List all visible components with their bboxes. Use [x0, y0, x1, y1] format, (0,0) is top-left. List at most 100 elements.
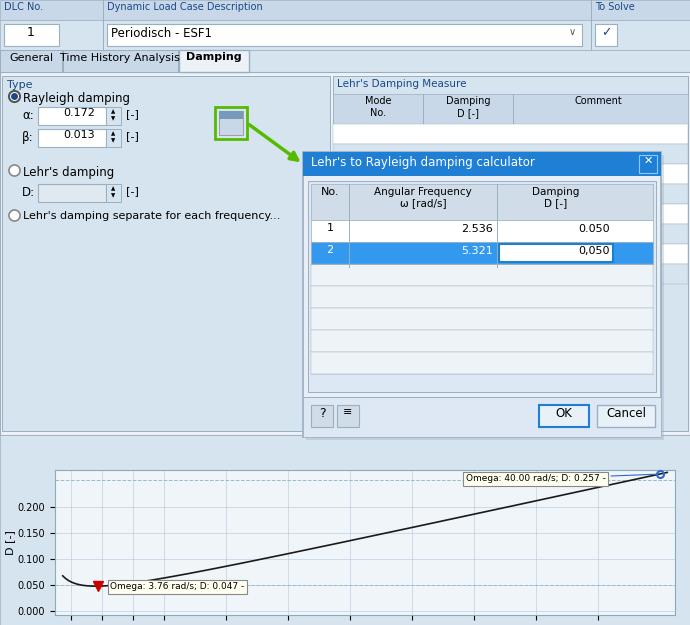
- Text: ▲: ▲: [111, 109, 115, 114]
- Bar: [0, 20, 690, 50]
- Bar: [333, 76, 688, 431]
- Text: ✓: ✓: [601, 26, 611, 39]
- Bar: [333, 184, 688, 204]
- Text: ▼: ▼: [111, 193, 115, 198]
- Bar: [106, 129, 121, 147]
- Text: ω [rad/s]: ω [rad/s]: [400, 198, 446, 208]
- Text: No.: No.: [321, 187, 339, 197]
- Text: Rayleigh damping: Rayleigh damping: [23, 92, 130, 105]
- Text: Angular Frequency: Angular Frequency: [374, 187, 472, 197]
- Bar: [539, 405, 589, 427]
- Bar: [333, 144, 688, 164]
- Bar: [333, 204, 688, 224]
- Bar: [308, 181, 656, 392]
- Text: Type: Type: [7, 80, 32, 90]
- Text: ≡: ≡: [344, 407, 353, 417]
- Text: ▲: ▲: [111, 186, 115, 191]
- Text: Lehr's damping separate for each frequency...: Lehr's damping separate for each frequen…: [23, 211, 280, 221]
- Bar: [333, 124, 688, 144]
- Bar: [303, 152, 661, 437]
- Bar: [106, 184, 121, 202]
- Text: Time History Analysis: Time History Analysis: [60, 53, 180, 63]
- Bar: [311, 220, 653, 242]
- Bar: [333, 244, 688, 264]
- Text: 0.172: 0.172: [63, 108, 95, 118]
- Text: 0.013: 0.013: [63, 130, 95, 140]
- Y-axis label: D [-]: D [-]: [5, 530, 15, 555]
- Text: 0,050: 0,050: [578, 246, 610, 256]
- Bar: [63, 50, 178, 72]
- Text: ▼: ▼: [111, 116, 115, 121]
- Bar: [311, 286, 653, 308]
- Bar: [4, 24, 59, 46]
- Bar: [311, 242, 653, 264]
- Text: β:: β:: [22, 131, 34, 144]
- Bar: [0, 435, 690, 625]
- Text: Omega: 40.00 rad/s; D: 0.257 -: Omega: 40.00 rad/s; D: 0.257 -: [466, 474, 657, 484]
- Text: General: General: [9, 53, 53, 63]
- Text: Damping: Damping: [532, 187, 580, 197]
- Bar: [333, 164, 688, 184]
- Text: ✕: ✕: [643, 156, 653, 166]
- Text: 5.321: 5.321: [461, 246, 493, 256]
- Text: [-]: [-]: [126, 186, 139, 196]
- Bar: [303, 397, 661, 437]
- Bar: [2, 76, 330, 431]
- Text: 1: 1: [27, 26, 35, 39]
- Bar: [595, 24, 617, 46]
- Bar: [499, 244, 613, 262]
- Bar: [311, 308, 653, 330]
- Text: 2.536: 2.536: [461, 224, 493, 234]
- Text: Cancel: Cancel: [606, 407, 646, 420]
- Text: 2: 2: [326, 245, 333, 255]
- Bar: [107, 24, 582, 46]
- Text: [-]: [-]: [126, 109, 139, 119]
- Bar: [0, 50, 62, 72]
- Bar: [0, 72, 690, 435]
- Bar: [38, 129, 106, 147]
- Text: D:: D:: [22, 186, 35, 199]
- Text: OK: OK: [555, 407, 573, 420]
- Text: DLC No.: DLC No.: [4, 2, 43, 12]
- Bar: [38, 107, 106, 125]
- Text: ?: ?: [319, 407, 325, 420]
- Bar: [0, 0, 690, 20]
- Text: Mode
No.: Mode No.: [365, 96, 391, 118]
- Bar: [106, 107, 121, 125]
- Text: ∨: ∨: [569, 27, 575, 37]
- Text: 0.050: 0.050: [578, 224, 610, 234]
- Bar: [333, 264, 688, 284]
- Bar: [333, 224, 688, 244]
- Text: Lehr's damping: Lehr's damping: [23, 166, 115, 179]
- Bar: [639, 155, 657, 173]
- Text: Dynamic Load Case Description: Dynamic Load Case Description: [107, 2, 263, 12]
- Text: ▲: ▲: [111, 131, 115, 136]
- Text: Lehr's to Rayleigh damping calculator: Lehr's to Rayleigh damping calculator: [311, 156, 535, 169]
- Bar: [0, 50, 690, 72]
- Bar: [333, 94, 688, 124]
- Text: 1: 1: [326, 223, 333, 233]
- Bar: [215, 107, 247, 139]
- Text: [-]: [-]: [126, 131, 139, 141]
- Bar: [337, 405, 359, 427]
- Bar: [306, 155, 664, 440]
- Text: α:: α:: [22, 109, 34, 122]
- Bar: [38, 184, 106, 202]
- Bar: [597, 405, 655, 427]
- Bar: [179, 50, 249, 72]
- Text: Periodisch - ESF1: Periodisch - ESF1: [111, 27, 212, 40]
- Bar: [219, 111, 243, 135]
- Bar: [219, 111, 243, 119]
- Text: Lehr's Damping Measure: Lehr's Damping Measure: [337, 79, 466, 89]
- Text: D [-]: D [-]: [544, 198, 568, 208]
- Text: ▼: ▼: [111, 138, 115, 143]
- Bar: [311, 330, 653, 352]
- Text: Damping
D [-]: Damping D [-]: [446, 96, 491, 118]
- Bar: [311, 264, 653, 286]
- Text: Damping: Damping: [186, 52, 242, 62]
- Bar: [303, 152, 661, 176]
- Bar: [311, 184, 653, 220]
- Text: Comment: Comment: [574, 96, 622, 106]
- Text: Omega: 3.76 rad/s; D: 0.047 -: Omega: 3.76 rad/s; D: 0.047 -: [110, 582, 244, 591]
- Bar: [311, 352, 653, 374]
